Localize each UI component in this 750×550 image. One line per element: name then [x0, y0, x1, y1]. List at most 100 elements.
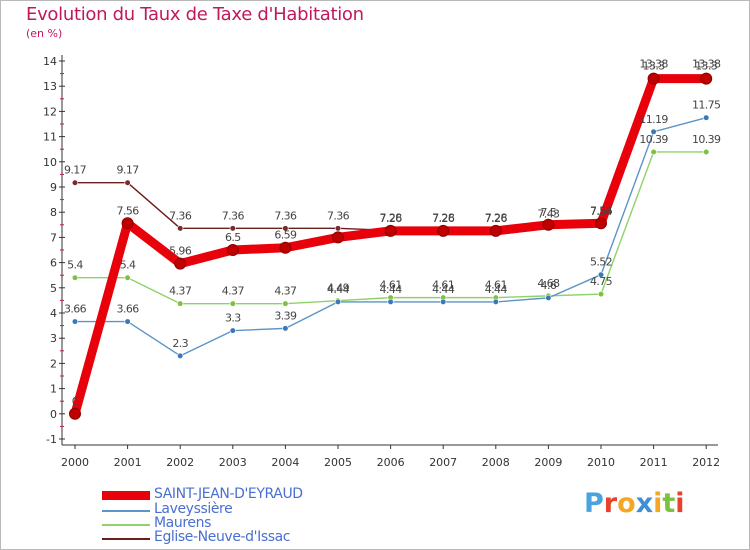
- data-point: [384, 224, 397, 237]
- data-point: [279, 241, 292, 254]
- data-label: 13.38: [692, 58, 721, 71]
- data-point: [597, 291, 605, 298]
- data-label: 7.26: [380, 212, 403, 225]
- data-point: [69, 407, 81, 420]
- data-label: 13.38: [639, 58, 668, 71]
- data-label: 4.61: [485, 279, 507, 292]
- chart-series: [69, 72, 713, 420]
- data-point: [282, 300, 289, 307]
- chart-title: Evolution du Taux de Taxe d'Habitation: [26, 4, 364, 25]
- data-point: [437, 224, 450, 237]
- data-label: 4.49: [327, 282, 350, 295]
- data-label: 6.5: [225, 231, 241, 244]
- data-point: [124, 318, 131, 325]
- y-tick-label: 7: [50, 231, 57, 244]
- data-label: 11.19: [639, 113, 668, 126]
- data-label: 9.17: [64, 164, 87, 177]
- data-label: 4.75: [590, 275, 613, 288]
- data-point: [489, 224, 502, 237]
- data-point: [121, 217, 134, 230]
- data-point: [492, 298, 499, 306]
- legend-swatch: [102, 510, 150, 512]
- proxiti-logo: Proxiti: [584, 488, 685, 519]
- x-tick-label: 2007: [429, 456, 457, 469]
- y-tick-label: 2: [50, 357, 57, 370]
- data-point: [71, 318, 79, 325]
- data-point: [545, 294, 552, 301]
- chart-subtitle: (en %): [26, 27, 63, 40]
- x-tick-label: 2005: [324, 456, 352, 469]
- data-label: 9.17: [117, 164, 140, 177]
- data-label: 7.36: [169, 209, 192, 222]
- y-tick-label: 0: [50, 408, 57, 421]
- y-tick-label: 3: [50, 332, 57, 345]
- data-label: 4.61: [432, 279, 454, 292]
- data-label: 2.3: [172, 337, 188, 350]
- data-point: [700, 72, 713, 85]
- legend-label: SAINT-JEAN-D'EYRAUD: [154, 486, 303, 502]
- y-tick-label: 1: [50, 383, 57, 396]
- data-label: 4.44: [327, 283, 350, 296]
- data-label: 7.36: [274, 209, 297, 222]
- y-tick-label: -1: [46, 433, 57, 446]
- data-label: 4.6: [541, 279, 557, 292]
- data-point: [332, 231, 344, 244]
- legend-swatch: [102, 491, 150, 500]
- data-label: 7.56: [590, 204, 613, 217]
- x-tick-label: 2001: [114, 456, 142, 469]
- data-label: 7.5: [541, 206, 557, 219]
- data-point: [124, 274, 131, 281]
- data-point: [282, 325, 289, 332]
- data-point: [595, 217, 607, 230]
- x-tick-label: 2006: [377, 456, 405, 469]
- y-tick-label: 11: [43, 131, 57, 144]
- y-tick-label: 6: [50, 257, 57, 270]
- data-point: [440, 298, 447, 306]
- x-tick-label: 2011: [640, 456, 668, 469]
- data-point: [177, 300, 184, 307]
- data-point: [650, 128, 657, 135]
- data-label: 13.3: [643, 60, 666, 73]
- data-point: [334, 225, 342, 232]
- data-label: 7.26: [432, 212, 455, 225]
- data-point: [703, 114, 710, 121]
- y-tick-label: 5: [50, 282, 57, 295]
- data-point: [387, 298, 394, 306]
- legend-label: Eglise-Neuve-d'Issac: [154, 529, 291, 545]
- data-point: [124, 179, 131, 186]
- data-point: [647, 72, 660, 85]
- x-tick-label: 2009: [534, 456, 562, 469]
- x-tick-label: 2012: [692, 456, 720, 469]
- y-tick-label: 4: [50, 307, 57, 320]
- x-tick-label: 2002: [166, 456, 194, 469]
- data-point: [703, 148, 710, 156]
- x-tick-label: 2004: [271, 456, 299, 469]
- y-tick-label: 8: [50, 206, 57, 219]
- data-label: 4.37: [274, 285, 297, 298]
- data-point: [650, 148, 657, 156]
- data-point: [334, 298, 342, 306]
- chart-data-labels: 9.17 9.17 7.36 7.36 7.36 7.36 7.28 7.28 7.28 7.43…: [64, 58, 722, 408]
- data-label: 4.44: [380, 283, 403, 296]
- data-label: 3.3: [225, 312, 241, 325]
- data-label: 10.39: [692, 133, 721, 146]
- y-tick-label: 12: [43, 105, 57, 118]
- data-label: 4.68: [537, 277, 560, 290]
- data-label: 5.4: [120, 259, 136, 272]
- data-point: [71, 179, 79, 186]
- data-point: [597, 271, 605, 278]
- data-label: 4.61: [380, 279, 402, 292]
- logo-letter: r: [603, 488, 618, 519]
- logo-letter: i: [653, 488, 663, 519]
- data-point: [177, 352, 184, 359]
- data-label: 4.37: [169, 285, 192, 298]
- data-label: 7.28: [380, 211, 403, 224]
- data-label: 5.4: [67, 259, 83, 272]
- data-label: 4.37: [222, 285, 245, 298]
- legend-swatch: [102, 538, 150, 540]
- data-label: 7.56: [117, 204, 140, 217]
- logo-letter: x: [635, 488, 654, 519]
